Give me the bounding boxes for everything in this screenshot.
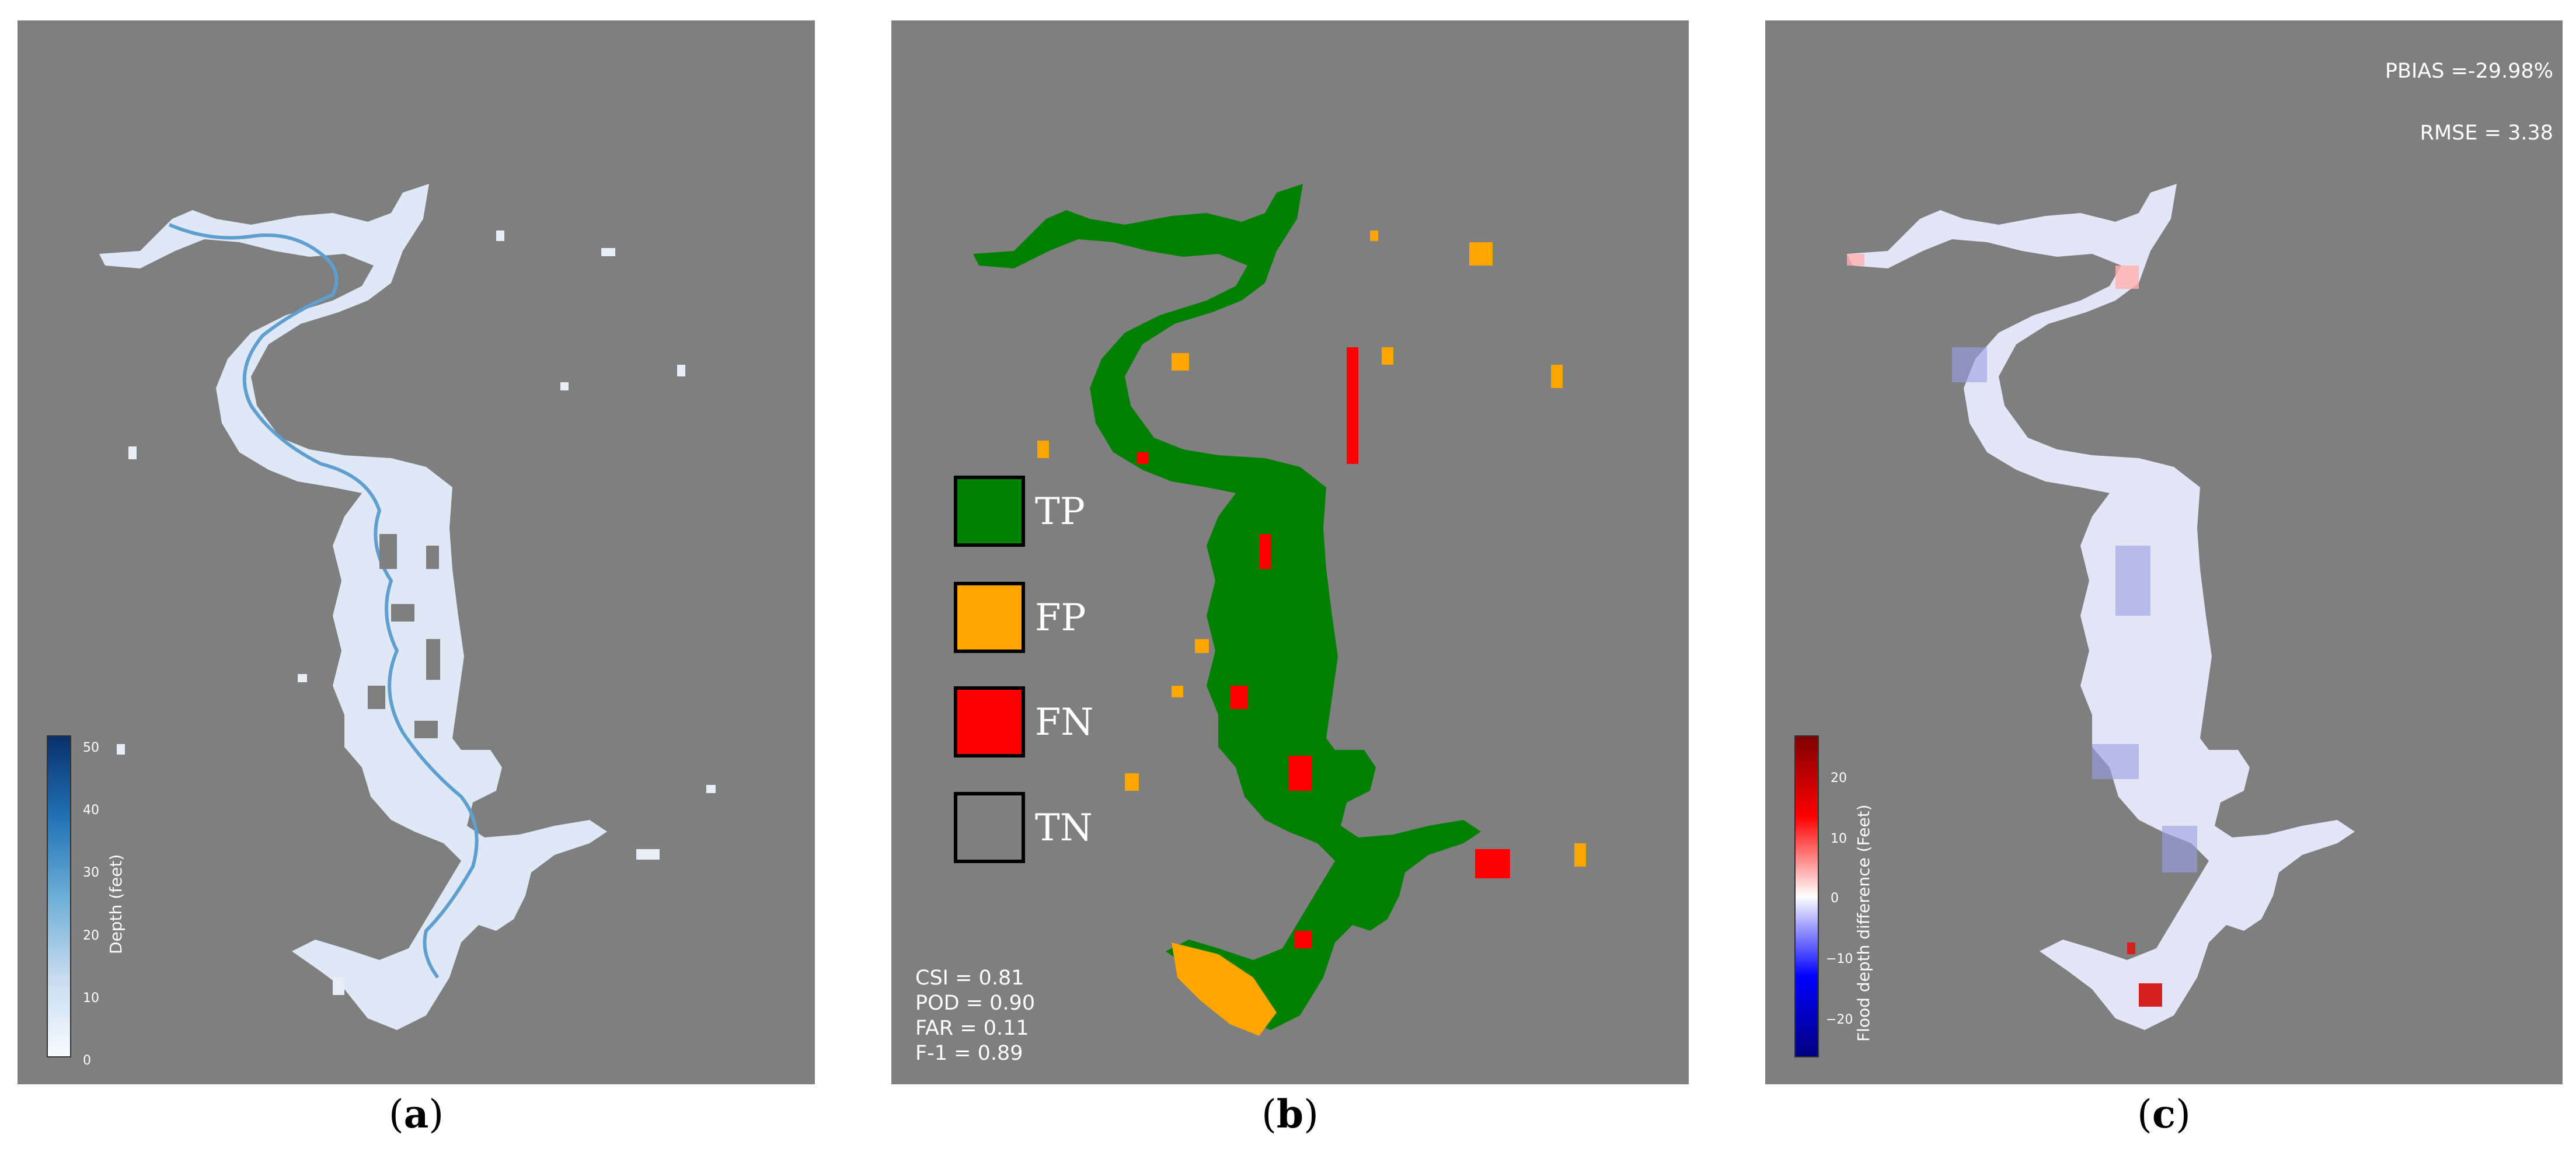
colorbar-tick: 10 bbox=[1831, 832, 1847, 846]
legend-swatch-fn bbox=[954, 686, 1025, 757]
depth-map-panel: 50 40 30 20 10 0 Depth (feet) bbox=[18, 20, 815, 1084]
legend-swatch-tp bbox=[954, 476, 1025, 547]
stat-pbias: PBIAS =-29.98% bbox=[2385, 60, 2553, 83]
depth-map bbox=[99, 184, 716, 1030]
metric-far: FAR = 0.11 bbox=[915, 1017, 1029, 1040]
legend-swatch-tn bbox=[954, 792, 1025, 863]
colorbar-tick: 30 bbox=[83, 865, 99, 880]
dry-islands bbox=[368, 534, 440, 913]
depth-difference-map bbox=[1847, 184, 2355, 1030]
panel-caption-b: (b) bbox=[1261, 1091, 1319, 1137]
panel-caption-c: (c) bbox=[2137, 1091, 2191, 1137]
colorbar-label: Depth (feet) bbox=[106, 854, 126, 954]
legend-label-tp: TP bbox=[1035, 490, 1085, 533]
colorbar-tick: 20 bbox=[1831, 771, 1847, 786]
colorbar-tick: −20 bbox=[1826, 1013, 1853, 1027]
underestimate-areas bbox=[1952, 347, 2197, 872]
flood-extent bbox=[99, 184, 607, 1030]
difference-extent bbox=[1847, 184, 2355, 1030]
metric-f1: F-1 = 0.89 bbox=[915, 1042, 1023, 1065]
overestimate-areas bbox=[1847, 254, 2139, 289]
colorbar-tick: 20 bbox=[83, 928, 99, 943]
metric-csi: CSI = 0.81 bbox=[915, 966, 1024, 990]
colorbar-tick: 40 bbox=[83, 803, 99, 818]
colorbar-tick: 50 bbox=[83, 741, 99, 755]
colorbar-tick: 0 bbox=[83, 1053, 91, 1068]
classification-map-panel: TP FP FN TN CSI = 0.81 POD = 0.90 FAR = … bbox=[891, 20, 1689, 1084]
difference-colorbar bbox=[1794, 735, 1819, 1057]
legend-label-fn: FN bbox=[1035, 701, 1094, 744]
depth-difference-panel: PBIAS =-29.98% RMSE = 3.38 20 10 0 −10 −… bbox=[1765, 20, 2563, 1084]
overestimate-hotspot bbox=[2127, 942, 2162, 1007]
false-positive-areas bbox=[1037, 231, 1586, 1036]
false-negative-areas bbox=[1137, 347, 1510, 948]
legend-label-fp: FP bbox=[1035, 596, 1086, 640]
metrics-block: CSI = 0.81 POD = 0.90 FAR = 0.11 F-1 = 0… bbox=[915, 966, 1035, 1066]
colorbar-tick: 0 bbox=[1831, 891, 1839, 906]
colorbar-tick: 10 bbox=[83, 991, 99, 1006]
colorbar-label: Flood depth difference (Feet) bbox=[1854, 804, 1873, 1042]
classification-map bbox=[973, 184, 1586, 1036]
legend-swatch-fp bbox=[954, 582, 1025, 653]
metric-pod: POD = 0.90 bbox=[915, 992, 1036, 1015]
colorbar-tick: −10 bbox=[1826, 952, 1853, 966]
panel-caption-a: (a) bbox=[388, 1091, 444, 1137]
isolated-flood-patches bbox=[117, 231, 716, 995]
stat-rmse: RMSE = 3.38 bbox=[2420, 121, 2553, 145]
legend-label-tn: TN bbox=[1035, 807, 1093, 850]
depth-colorbar bbox=[47, 735, 71, 1057]
